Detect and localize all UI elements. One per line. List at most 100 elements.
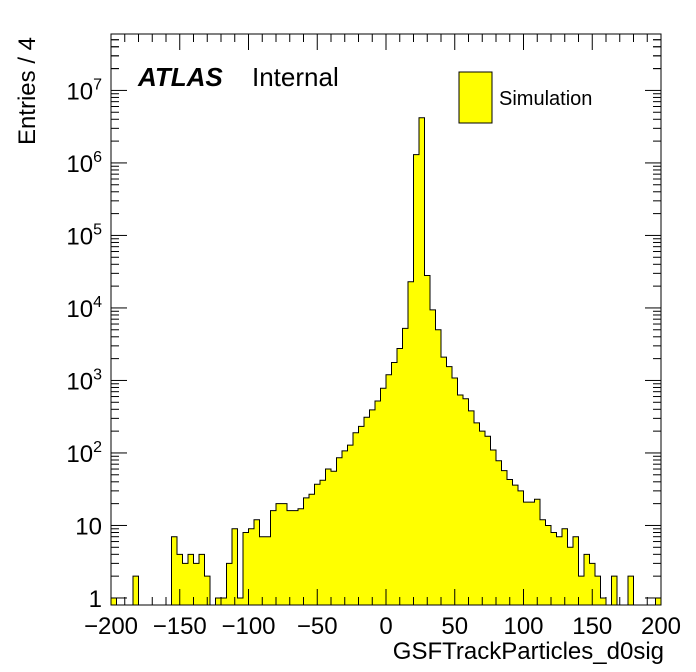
histogram-bar <box>193 563 200 605</box>
histogram-bar <box>292 510 299 605</box>
histogram-bar <box>446 366 453 605</box>
histogram-bar <box>397 348 403 605</box>
histogram-bar <box>534 499 541 605</box>
histogram-bar <box>413 154 420 605</box>
histogram-bar <box>375 400 381 605</box>
histogram-bar <box>529 502 535 605</box>
histogram-bar <box>468 410 475 605</box>
histogram-bar <box>485 436 491 605</box>
histogram-bar <box>655 597 662 605</box>
histogram-bar <box>595 576 601 605</box>
histogram-bar <box>347 445 354 605</box>
x-tick-label: 100 <box>503 613 543 640</box>
histogram-bar <box>402 328 409 605</box>
histogram-bar <box>408 281 414 605</box>
internal-label: Internal <box>252 62 339 92</box>
histogram-bar <box>424 275 431 605</box>
histogram-bar <box>545 525 552 605</box>
histogram-bar <box>523 502 530 605</box>
histogram-bar <box>188 554 194 605</box>
histogram-bar <box>611 576 618 605</box>
histogram-bar <box>303 497 310 605</box>
histogram-bar <box>226 563 233 605</box>
histogram-bar <box>507 479 513 605</box>
y-axis-title: Entries / 4 <box>14 37 41 145</box>
histogram-bar <box>309 494 315 605</box>
histogram-bar <box>430 309 436 605</box>
histogram-bar <box>221 597 227 605</box>
histogram-bar <box>391 362 398 605</box>
histogram-bar <box>578 576 585 605</box>
legend-swatch <box>458 71 493 124</box>
histogram-bar <box>369 409 376 605</box>
x-tick-label: 200 <box>641 613 681 640</box>
y-tick-label: 103 <box>66 366 102 395</box>
y-tick-label: 1 <box>89 586 102 613</box>
histogram-bar <box>243 532 249 605</box>
histogram-bar <box>182 563 189 605</box>
histogram-bar <box>573 536 579 605</box>
histogram-bar <box>111 597 117 605</box>
histogram-bar <box>457 395 464 605</box>
histogram-bar <box>248 528 255 605</box>
histogram-bar <box>551 532 557 605</box>
histogram-bar <box>628 576 634 605</box>
legend: Simulation <box>458 71 592 124</box>
histogram-bar <box>237 597 244 605</box>
histogram-outline <box>111 117 661 606</box>
y-tick-label: 104 <box>66 294 102 323</box>
histogram-bar <box>215 597 222 605</box>
histogram-bar <box>562 528 568 605</box>
histogram-bar <box>380 388 387 605</box>
histogram-bar <box>342 450 348 605</box>
histogram-bar <box>518 490 524 605</box>
histogram-bar <box>358 426 365 605</box>
histogram-bar <box>232 528 238 605</box>
plot-frame <box>110 33 662 606</box>
x-tick-label: −150 <box>153 613 207 640</box>
histogram-bar <box>490 449 497 605</box>
histogram-bar <box>133 576 139 605</box>
histogram-bar <box>298 508 304 605</box>
histogram-bar <box>331 471 337 605</box>
histogram-bar <box>463 398 469 605</box>
histogram-bar <box>276 503 282 605</box>
y-tick-label: 107 <box>66 76 102 105</box>
x-tick-label: −200 <box>84 613 138 640</box>
histogram-bar <box>177 554 183 605</box>
y-tick-label: 106 <box>66 149 102 178</box>
histogram-bar <box>353 432 359 605</box>
histogram-bar <box>479 431 486 605</box>
histogram-bar <box>281 503 288 605</box>
histogram-bar <box>320 480 326 605</box>
histogram-bar <box>435 329 442 605</box>
y-tick-label: 105 <box>66 221 102 250</box>
histogram-bar <box>336 457 343 605</box>
y-tick-label: 10 <box>75 513 102 540</box>
y-tick-labels: 1 10 102 103 104 105 106 107 <box>66 76 102 613</box>
atlas-label: ATLAS <box>137 62 223 92</box>
histogram-bar <box>600 597 607 605</box>
histogram-bar <box>556 536 563 605</box>
x-tick-label: −50 <box>297 613 338 640</box>
histogram-bar <box>171 536 178 605</box>
histogram-bar <box>199 554 205 605</box>
axis-ticks <box>110 33 662 605</box>
histogram-bar <box>314 484 321 605</box>
y-tick-label: 102 <box>66 439 102 468</box>
histogram-bar <box>259 536 266 605</box>
histogram-bar <box>386 374 392 605</box>
x-tick-label: 50 <box>441 613 468 640</box>
histogram-bar <box>474 422 480 605</box>
histogram-bar <box>452 378 458 605</box>
histogram-bar <box>270 510 277 605</box>
histogram-bar <box>204 576 211 605</box>
histogram-bar <box>584 554 590 605</box>
histogram-bar <box>501 470 508 605</box>
histogram-bar <box>496 460 502 605</box>
histogram-bar <box>512 485 519 605</box>
histogram-bar <box>567 547 574 605</box>
x-axis-title: GSFTrackParticles_d0sig <box>393 638 664 665</box>
legend-entry-simulation: Simulation <box>499 88 592 110</box>
